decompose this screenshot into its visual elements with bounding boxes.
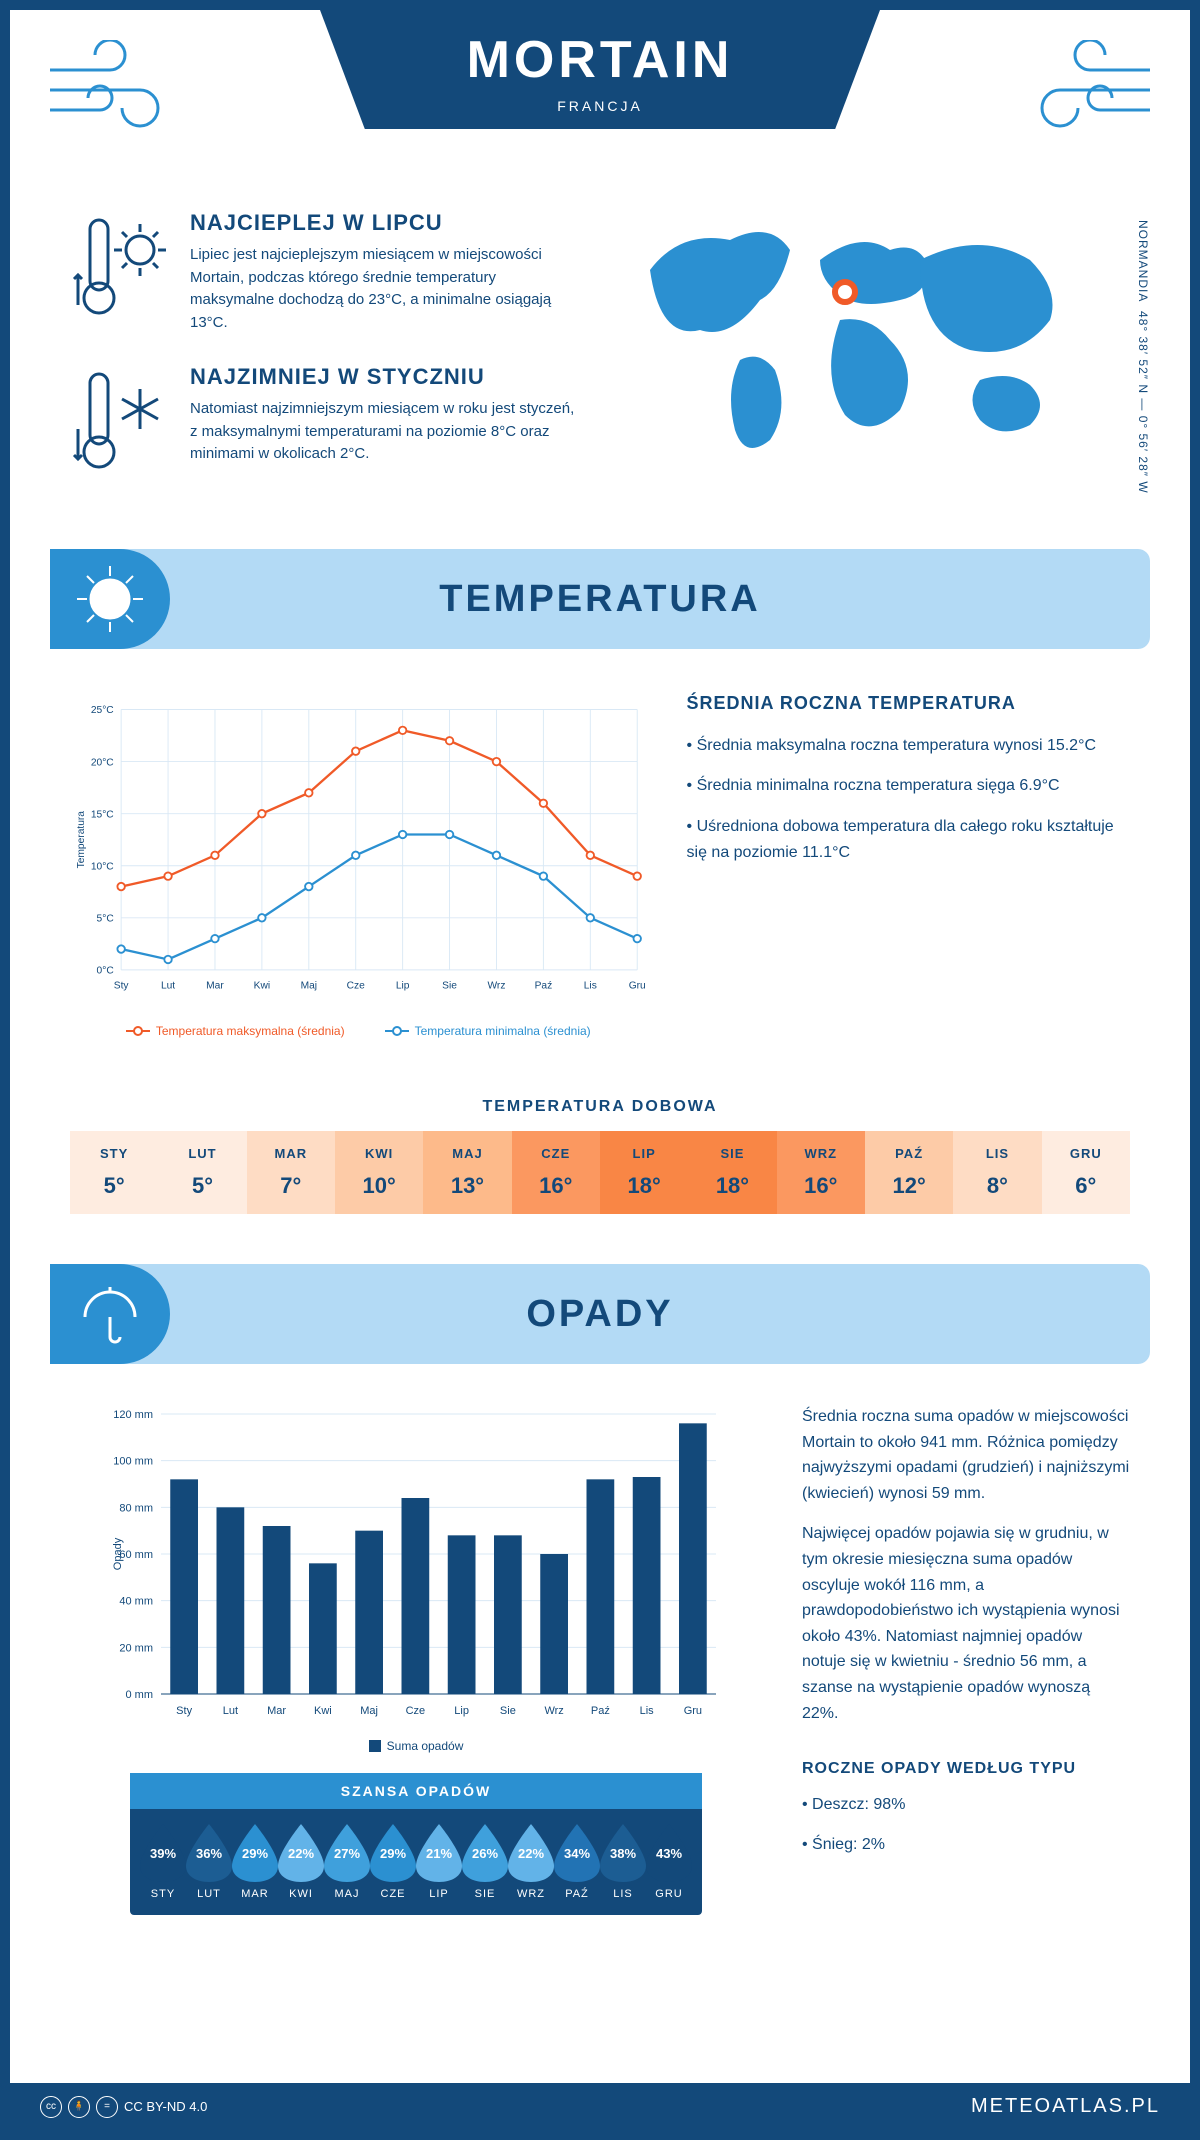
rain-drop: 22% KWI [278,1824,324,1900]
temp-cell: GRU6° [1042,1131,1130,1214]
svg-text:25°C: 25°C [91,705,114,716]
svg-text:Wrz: Wrz [487,980,505,991]
section-precipitation: OPADY [50,1264,1150,1364]
section-title: OPADY [526,1293,673,1336]
svg-text:Lut: Lut [223,1705,238,1717]
svg-text:Sie: Sie [500,1705,516,1717]
svg-text:Wrz: Wrz [544,1705,563,1717]
footer: cc 🧍 = CC BY-ND 4.0 METEOATLAS.PL [10,2083,1190,2130]
svg-text:0°C: 0°C [97,966,114,977]
thermometer-snow-icon [70,364,170,479]
fact-text: Lipiec jest najcieplejszym miesiącem w m… [190,244,580,334]
rain-chance-panel: SZANSA OPADÓW 39% STY 36% LUT 29% MAR 22… [130,1773,702,1915]
svg-text:20°C: 20°C [91,757,114,768]
coordinates: NORMANDIA 48° 38′ 52″ N — 0° 56′ 28″ W [1136,220,1150,494]
temp-cell: PAŹ12° [865,1131,953,1214]
svg-text:80 mm: 80 mm [119,1502,153,1514]
daily-temperature-table: TEMPERATURA DOBOWA STY5° LUT5° MAR7° KWI… [70,1098,1130,1214]
svg-text:100 mm: 100 mm [113,1456,153,1468]
rain-drop: 21% LIP [416,1824,462,1900]
fact-coldest: NAJZIMNIEJ W STYCZNIU Natomiast najzimni… [70,364,580,479]
svg-text:Gru: Gru [629,980,646,991]
chart-legend: Temperatura maksymalna (średnia) Tempera… [70,1024,647,1038]
country-name: FRANCJA [380,98,820,114]
svg-text:Gru: Gru [684,1705,702,1717]
svg-text:Lut: Lut [161,980,175,991]
umbrella-icon [50,1264,170,1364]
temp-cell: LIS8° [953,1131,1041,1214]
temp-cell: SIE18° [688,1131,776,1214]
temp-cell: LIP18° [600,1131,688,1214]
rain-drop: 27% MAJ [324,1824,370,1900]
svg-text:Lis: Lis [640,1705,655,1717]
license: cc 🧍 = CC BY-ND 4.0 [40,2096,207,2118]
fact-title: NAJZIMNIEJ W STYCZNIU [190,364,580,390]
temp-cell: MAJ13° [423,1131,511,1214]
svg-text:Temperatura: Temperatura [76,811,87,869]
rain-drop: 43% GRU [646,1824,692,1900]
precipitation-summary: Średnia roczna suma opadów w miejscowośc… [802,1404,1130,1915]
rain-drop: 29% CZE [370,1824,416,1900]
svg-text:Paź: Paź [591,1705,610,1717]
svg-text:Cze: Cze [347,980,365,991]
rain-drop: 34% PAŹ [554,1824,600,1900]
sun-icon [50,549,170,649]
temp-cell: CZE16° [512,1131,600,1214]
svg-text:Maj: Maj [301,980,317,991]
temperature-summary: ŚREDNIA ROCZNA TEMPERATURA • Średnia mak… [687,689,1130,1038]
precipitation-bar-chart: 0 mm 20 mm 40 mm 60 mm 80 mm 100 mm 120 mm Sty L… [70,1404,762,1724]
rain-drop: 38% LIS [600,1824,646,1900]
svg-text:15°C: 15°C [91,809,114,820]
temp-cell: STY5° [70,1131,158,1214]
svg-text:60 mm: 60 mm [119,1549,153,1561]
temp-cell: KWI10° [335,1131,423,1214]
header-banner: MORTAIN FRANCJA [10,10,1190,190]
svg-text:Kwi: Kwi [314,1705,332,1717]
cc-icon: cc [40,2096,62,2118]
wind-icon [1020,40,1160,145]
temperature-line-chart: 0°C 5°C 10°C 15°C 20°C 25°C Sty Lut Mar Kwi Maj Cze… [70,689,647,1009]
fact-warmest: NAJCIEPLEJ W LIPCU Lipiec jest najcieple… [70,210,580,334]
svg-text:Sty: Sty [176,1705,192,1717]
section-title: TEMPERATURA [439,578,761,621]
fact-title: NAJCIEPLEJ W LIPCU [190,210,580,236]
title-banner: MORTAIN FRANCJA [320,10,880,129]
svg-text:Maj: Maj [360,1705,378,1717]
section-temperature: TEMPERATURA [50,549,1150,649]
svg-text:Lip: Lip [396,980,410,991]
by-icon: 🧍 [68,2096,90,2118]
temp-cell: WRZ16° [777,1131,865,1214]
svg-text:Kwi: Kwi [254,980,270,991]
rain-drop: 22% WRZ [508,1824,554,1900]
svg-text:Cze: Cze [406,1705,426,1717]
fact-text: Natomiast najzimniejszym miesiącem w rok… [190,398,580,466]
svg-text:Paź: Paź [535,980,553,991]
svg-text:Mar: Mar [267,1705,286,1717]
svg-text:0 mm: 0 mm [126,1689,154,1701]
wind-icon [40,40,180,145]
chart-legend: Suma opadów [70,1739,762,1753]
nd-icon: = [96,2096,118,2118]
temp-cell: MAR7° [247,1131,335,1214]
svg-text:Sty: Sty [114,980,130,991]
rain-drop: 29% MAR [232,1824,278,1900]
brand-logo: METEOATLAS.PL [971,2095,1160,2118]
svg-text:40 mm: 40 mm [119,1596,153,1608]
rain-drop: 26% SIE [462,1824,508,1900]
svg-text:5°C: 5°C [97,914,114,925]
svg-text:Sie: Sie [442,980,457,991]
svg-text:20 mm: 20 mm [119,1642,153,1654]
svg-text:10°C: 10°C [91,861,114,872]
thermometer-sun-icon [70,210,170,334]
temp-cell: LUT5° [158,1131,246,1214]
rain-drop: 39% STY [140,1824,186,1900]
svg-text:Lis: Lis [584,980,597,991]
city-name: MORTAIN [380,30,820,90]
svg-text:Lip: Lip [454,1705,469,1717]
world-map: NORMANDIA 48° 38′ 52″ N — 0° 56′ 28″ W [620,210,1130,509]
rain-drop: 36% LUT [186,1824,232,1900]
svg-text:Mar: Mar [206,980,224,991]
svg-text:Opady: Opady [112,1537,124,1570]
svg-text:120 mm: 120 mm [113,1409,153,1421]
